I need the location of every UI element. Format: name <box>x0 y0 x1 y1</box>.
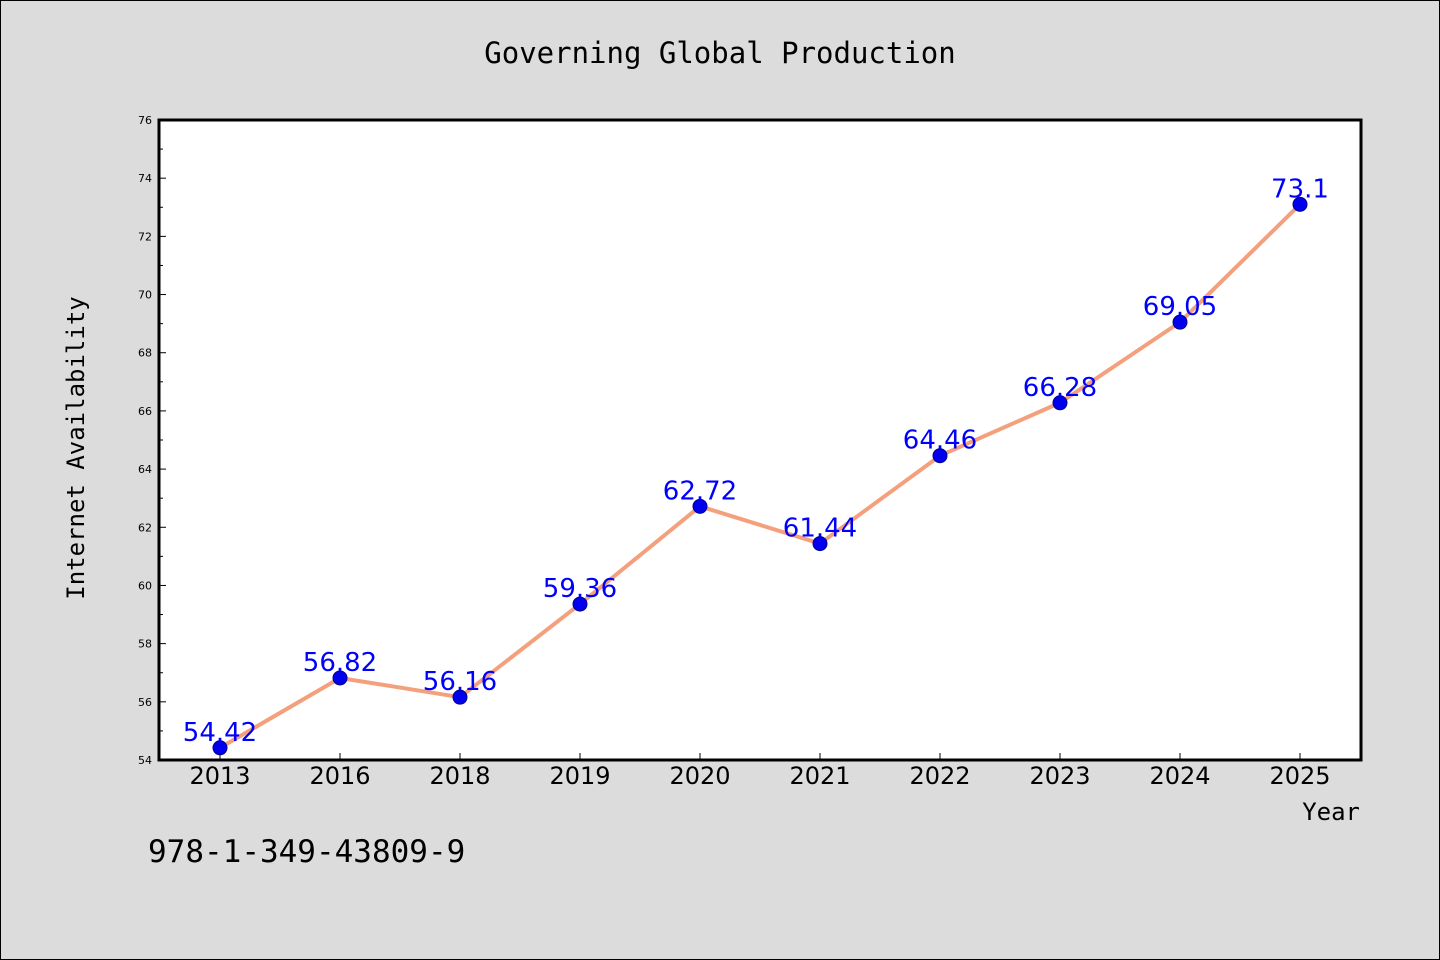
data-point-marker <box>1052 395 1068 411</box>
y-tick-label: 60 <box>138 579 152 592</box>
data-point-marker <box>452 689 468 705</box>
data-label: 61.44 <box>783 514 857 544</box>
data-label: 59.36 <box>543 574 617 604</box>
y-tick-label: 64 <box>138 463 152 476</box>
isbn-text: 978-1-349-43809-9 <box>148 834 466 870</box>
x-tick-label: 2016 <box>309 762 370 790</box>
series-line-group: 54.42 56.82 56.16 59.36 62.72 61.44 64.46 66.28… <box>183 174 1329 756</box>
data-label: 66.28 <box>1023 373 1097 403</box>
y-tick-label: 72 <box>138 230 152 243</box>
data-point-marker <box>572 596 588 612</box>
y-tick-label: 68 <box>138 347 152 360</box>
y-tick-label: 74 <box>138 172 152 185</box>
y-tick-label: 76 <box>138 114 152 127</box>
data-label: 56.82 <box>303 648 377 678</box>
data-label: 62.72 <box>663 476 737 506</box>
y-tick-label: 54 <box>138 754 152 767</box>
data-point-marker <box>1172 314 1188 330</box>
x-tick-label: 2025 <box>1269 762 1330 790</box>
x-axis-title: Year <box>1302 798 1360 826</box>
data-point-marker <box>932 448 948 464</box>
data-point-marker <box>692 498 708 514</box>
y-tick-label: 58 <box>138 638 152 651</box>
y-tick-label: 66 <box>138 405 152 418</box>
y-tick-label: 62 <box>138 521 152 534</box>
y-tick-label: 56 <box>138 696 152 709</box>
data-point-marker <box>812 536 828 552</box>
y-axis-title: Internet Availability <box>62 296 90 599</box>
y-tick-label: 70 <box>138 289 152 302</box>
data-point-marker <box>1292 196 1308 212</box>
x-tick-label: 2024 <box>1149 762 1210 790</box>
x-tick-label: 2020 <box>669 762 730 790</box>
y-axis: 54 56 58 60 62 64 66 68 70 72 74 76 <box>138 114 166 767</box>
x-tick-label: 2019 <box>549 762 610 790</box>
data-label: 69.05 <box>1143 292 1217 322</box>
x-axis: 2013 2016 2018 2019 2020 2021 2022 2023 2024 2025 <box>189 753 1331 790</box>
series-line <box>218 202 1302 750</box>
x-tick-label: 2022 <box>909 762 970 790</box>
x-tick-label: 2013 <box>189 762 250 790</box>
data-label: 73.1 <box>1271 174 1329 204</box>
x-tick-label: 2023 <box>1029 762 1090 790</box>
plot-area <box>157 118 1363 762</box>
x-tick-label: 2018 <box>429 762 490 790</box>
chart-title: Governing Global Production <box>484 36 955 70</box>
data-point-marker <box>332 670 348 686</box>
data-label: 56.16 <box>423 667 497 697</box>
data-label: 64.46 <box>903 426 977 456</box>
data-point-marker <box>212 740 228 756</box>
x-tick-label: 2021 <box>789 762 850 790</box>
data-label: 54.42 <box>183 718 257 748</box>
